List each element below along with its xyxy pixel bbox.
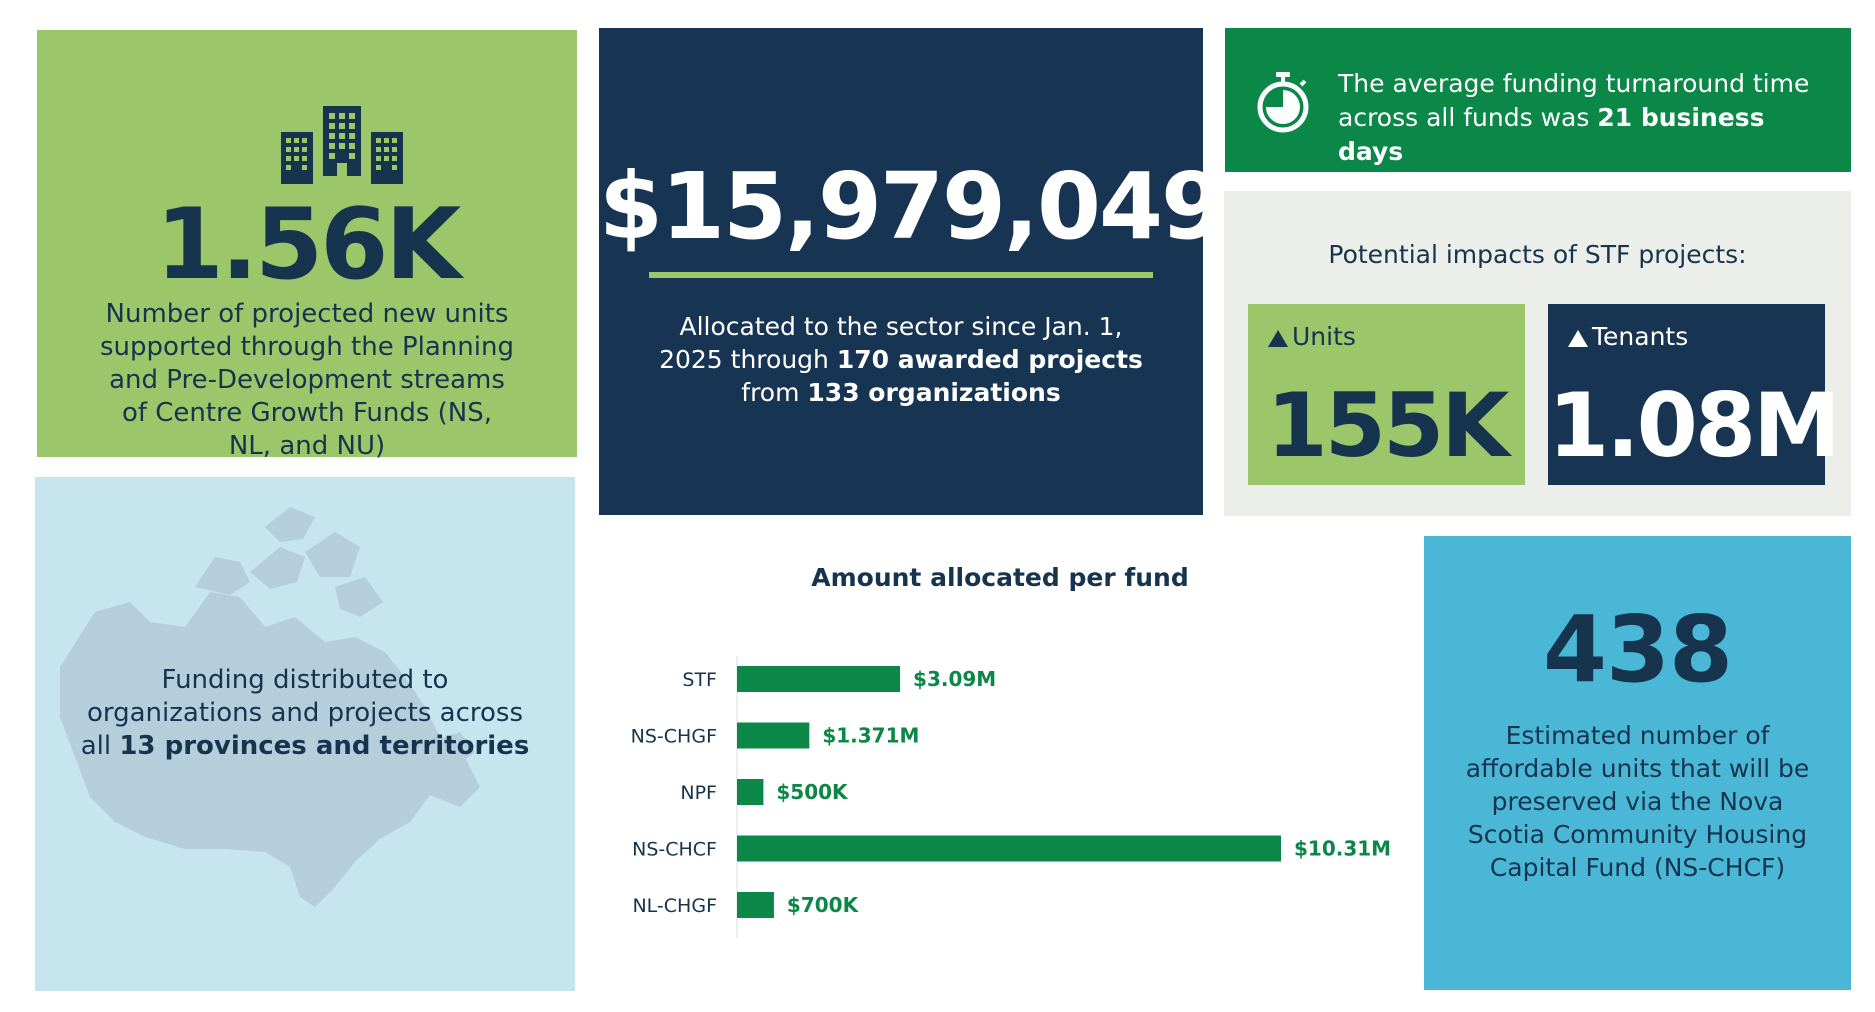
triangle-up-icon (1568, 330, 1588, 347)
category-label: NS-CHGF (631, 726, 717, 748)
triangle-up-icon (1268, 330, 1288, 347)
bar (737, 892, 774, 918)
allocated-desc-text: Allocated to the sector since Jan. 1, 20… (659, 312, 1123, 374)
impact-tenants-label: Tenants (1592, 322, 1689, 351)
fund-chart: Amount allocated per fund STF $3.09M NS-CH… (600, 555, 1400, 995)
provinces-count: 13 provinces and territories (119, 731, 530, 761)
impact-units-value: 155K (1266, 374, 1510, 477)
impact-tenants-value: 1.08M (1548, 374, 1841, 477)
turnaround-text: The average funding turnaround time acro… (1338, 67, 1838, 169)
bar (737, 779, 764, 805)
awarded-projects-count: 170 awarded projects (836, 345, 1143, 374)
units-value: 1.56K (155, 188, 462, 302)
value-label: $500K (776, 780, 849, 804)
category-label: NL-CHGF (632, 895, 717, 917)
organizations-count: 133 organizations (807, 378, 1061, 407)
impact-units-box: Units 155K (1248, 304, 1525, 485)
allocated-desc-text: from (741, 378, 808, 407)
bar (737, 835, 1281, 862)
buildings-icon (281, 106, 403, 184)
bar-chart: STF $3.09M NS-CHGF $1.371M NPF $500K NS-CHCF $1… (631, 656, 1391, 938)
bar (737, 722, 810, 749)
value-label: $1.371M (822, 724, 919, 748)
stopwatch-icon (1257, 72, 1309, 133)
turnaround-desc: The average funding turnaround time acro… (1338, 69, 1810, 132)
units-panel: 1.56K Number of projected new units supp… (37, 30, 577, 461)
units-description: Number of projected new units supported … (100, 299, 514, 461)
allocated-panel: $15,979,049 Allocated to the sector sinc… (599, 28, 1225, 515)
impacts-title: Potential impacts of STF projects: (1328, 240, 1747, 269)
preserved-description: Estimated number of affordable units tha… (1465, 721, 1810, 882)
impact-tenants-box: Tenants 1.08M (1548, 304, 1841, 485)
preserved-panel: 438 Estimated number of affordable units… (1424, 536, 1851, 990)
canada-map-icon (60, 507, 480, 907)
turnaround-panel: The average funding turnaround time acro… (1225, 28, 1851, 172)
value-label: $3.09M (913, 667, 996, 691)
impacts-panel: Potential impacts of STF projects: Units… (1224, 191, 1851, 516)
impact-units-label: Units (1292, 322, 1356, 351)
map-desc-text: Funding distributed to organizations and… (80, 665, 524, 761)
preserved-value: 438 (1542, 596, 1733, 703)
allocated-value: $15,979,049 (599, 153, 1225, 260)
allocated-description: Allocated to the sector since Jan. 1, 20… (651, 310, 1151, 409)
category-label: NPF (680, 782, 717, 804)
map-description: Funding distributed to organizations and… (75, 664, 535, 763)
map-panel: Funding distributed to organizations and… (35, 477, 575, 991)
bar (737, 666, 901, 692)
divider (649, 272, 1153, 278)
value-label: $700K (787, 893, 860, 917)
value-label: $10.31M (1294, 837, 1391, 861)
category-label: NS-CHCF (632, 839, 717, 861)
category-label: STF (682, 669, 717, 691)
turnaround-days: 21 business days (1338, 103, 1765, 166)
chart-title: Amount allocated per fund (811, 563, 1189, 592)
